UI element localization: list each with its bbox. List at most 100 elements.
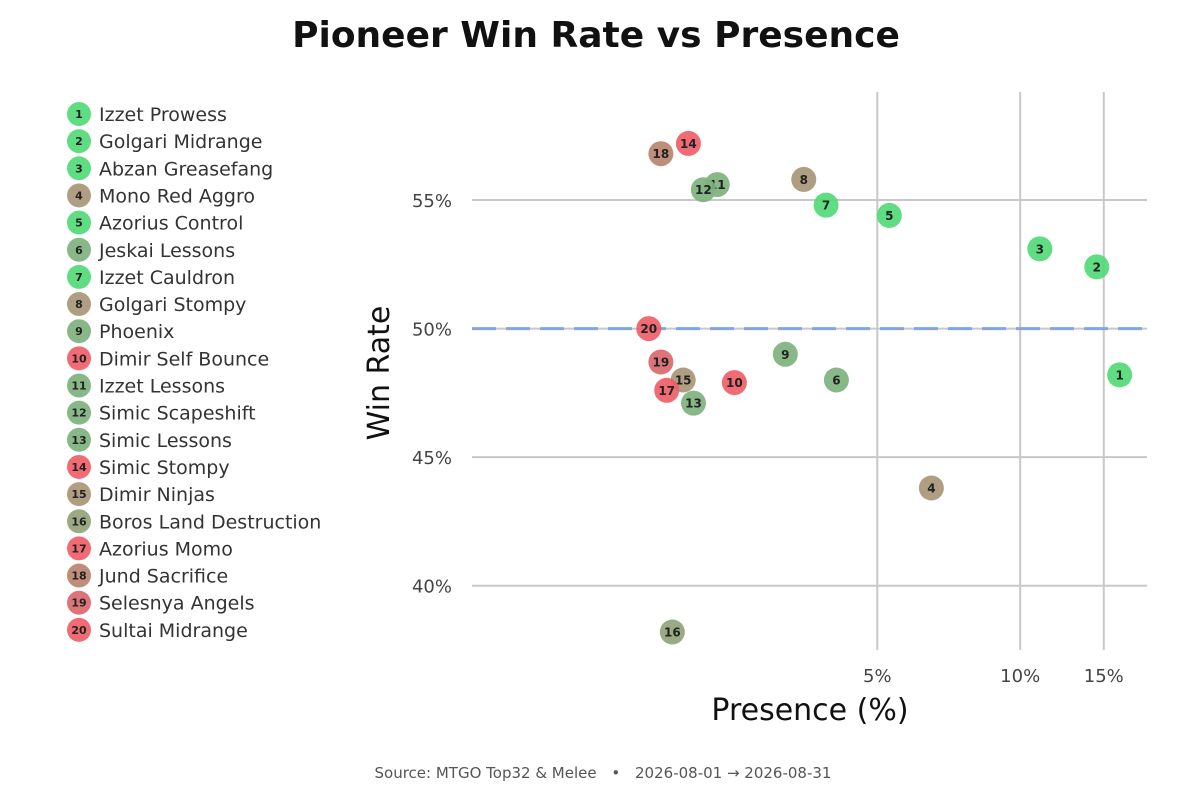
y-tick-label: 45%	[412, 448, 452, 469]
chart-title: Pioneer Win Rate vs Presence	[292, 15, 900, 56]
legend-number: 18	[71, 570, 86, 583]
point-marker	[648, 349, 674, 375]
legend-label: Dimir Ninjas	[99, 484, 215, 506]
legend-marker	[67, 454, 91, 479]
legend-item: 19 Selesnya Angels	[67, 590, 255, 615]
legend-item: 20 Sultai Midrange	[67, 617, 248, 642]
source-text: Source: MTGO Top32 & Melee	[375, 764, 597, 782]
legend-item: 13 Simic Lessons	[67, 427, 232, 452]
legend-number: 3	[75, 162, 83, 175]
legend-item: 16 Boros Land Destruction	[67, 509, 321, 534]
legend-number: 12	[71, 407, 86, 420]
legend-marker	[67, 400, 91, 425]
legend-item: 9 Phoenix	[67, 319, 174, 344]
legend-marker	[67, 346, 91, 371]
legend-number: 20	[71, 624, 87, 637]
legend-label: Jund Sacrifice	[98, 566, 228, 588]
data-point: 3	[1027, 236, 1053, 262]
data-point: 2	[1084, 254, 1110, 280]
y-axis-label: Win Rate	[362, 306, 397, 441]
point-label: 6	[832, 374, 840, 388]
legend-number: 9	[75, 325, 83, 338]
data-point: 7	[813, 192, 839, 218]
data-point: 12	[690, 177, 716, 203]
legend-item: 3 Abzan Greasefang	[67, 156, 273, 181]
legend-marker	[67, 482, 91, 507]
legend-label: Simic Stompy	[99, 457, 230, 479]
data-point: 4	[918, 475, 944, 501]
legend-marker	[67, 264, 91, 289]
data-point: 18	[648, 141, 674, 167]
point-marker	[876, 202, 902, 228]
legend-marker	[67, 536, 91, 561]
source-date-range: 2026-08-01 → 2026-08-31	[635, 764, 831, 782]
legend-marker	[67, 210, 91, 235]
legend-number: 6	[75, 244, 83, 257]
legend-item: 1 Izzet Prowess	[67, 102, 227, 126]
point-marker	[1084, 254, 1110, 280]
source-note: Source: MTGO Top32 & Melee • 2026-08-01 …	[375, 764, 832, 782]
data-point: 6	[823, 367, 849, 393]
point-marker	[681, 390, 707, 416]
point-label: 8	[800, 173, 808, 187]
point-marker	[659, 619, 685, 645]
legend-label: Simic Scapeshift	[99, 403, 256, 425]
data-point: 16	[659, 619, 685, 645]
data-point: 10	[721, 370, 747, 396]
legend-number: 11	[71, 380, 86, 393]
legend-marker	[67, 373, 91, 398]
point-label: 10	[726, 376, 743, 390]
legend-label: Mono Red Aggro	[99, 185, 255, 207]
legend-label: Simic Lessons	[99, 430, 232, 452]
x-tick-label: 5%	[863, 666, 892, 687]
legend-item: 2 Golgari Midrange	[67, 129, 262, 154]
point-label: 2	[1093, 260, 1101, 274]
point-marker	[1027, 236, 1053, 262]
legend-item: 6 Jeskai Lessons	[67, 237, 235, 262]
legend-item: 10 Dimir Self Bounce	[67, 346, 269, 371]
point-marker	[675, 130, 701, 156]
legend-marker	[67, 129, 91, 154]
data-point: 8	[791, 166, 817, 192]
point-label: 14	[680, 137, 697, 151]
legend-label: Golgari Stompy	[99, 294, 246, 316]
point-marker	[1107, 362, 1133, 388]
legend-label: Phoenix	[99, 321, 174, 343]
legend-label: Izzet Prowess	[99, 104, 227, 126]
legend-number: 4	[75, 189, 83, 202]
data-point: 19	[648, 349, 674, 375]
point-marker	[813, 192, 839, 218]
legend-item: 12 Simic Scapeshift	[67, 400, 256, 425]
point-marker	[791, 166, 817, 192]
point-marker	[648, 141, 674, 167]
source-bullet: •	[611, 764, 620, 782]
legend-number: 2	[75, 135, 83, 148]
legend-marker	[67, 156, 91, 181]
legend-item: 11 Izzet Lessons	[67, 373, 225, 398]
data-point: 14	[675, 130, 701, 156]
point-marker	[721, 370, 747, 396]
point-label: 18	[653, 147, 670, 161]
legend-label: Izzet Lessons	[99, 376, 225, 398]
data-point: 5	[876, 202, 902, 228]
point-label: 3	[1036, 242, 1044, 256]
x-tick-label: 10%	[1000, 666, 1040, 687]
legend-item: 18 Jund Sacrifice	[67, 563, 228, 588]
data-point: 20	[636, 316, 662, 342]
x-tick-label: 15%	[1084, 666, 1124, 687]
legend-number: 13	[71, 434, 86, 447]
point-label: 17	[658, 384, 675, 398]
point-marker	[690, 177, 716, 203]
legend-number: 7	[75, 271, 83, 284]
legend-number: 19	[71, 597, 86, 610]
point-marker	[636, 316, 662, 342]
legend-marker	[67, 319, 91, 344]
legend-number: 5	[75, 217, 83, 230]
legend-label: Selesnya Angels	[99, 593, 255, 615]
x-axis-label: Presence (%)	[711, 693, 908, 728]
point-label: 12	[695, 183, 712, 197]
legend-item: 17 Azorius Momo	[67, 536, 233, 561]
legend-label: Azorius Momo	[99, 538, 233, 560]
point-label: 20	[640, 322, 657, 336]
